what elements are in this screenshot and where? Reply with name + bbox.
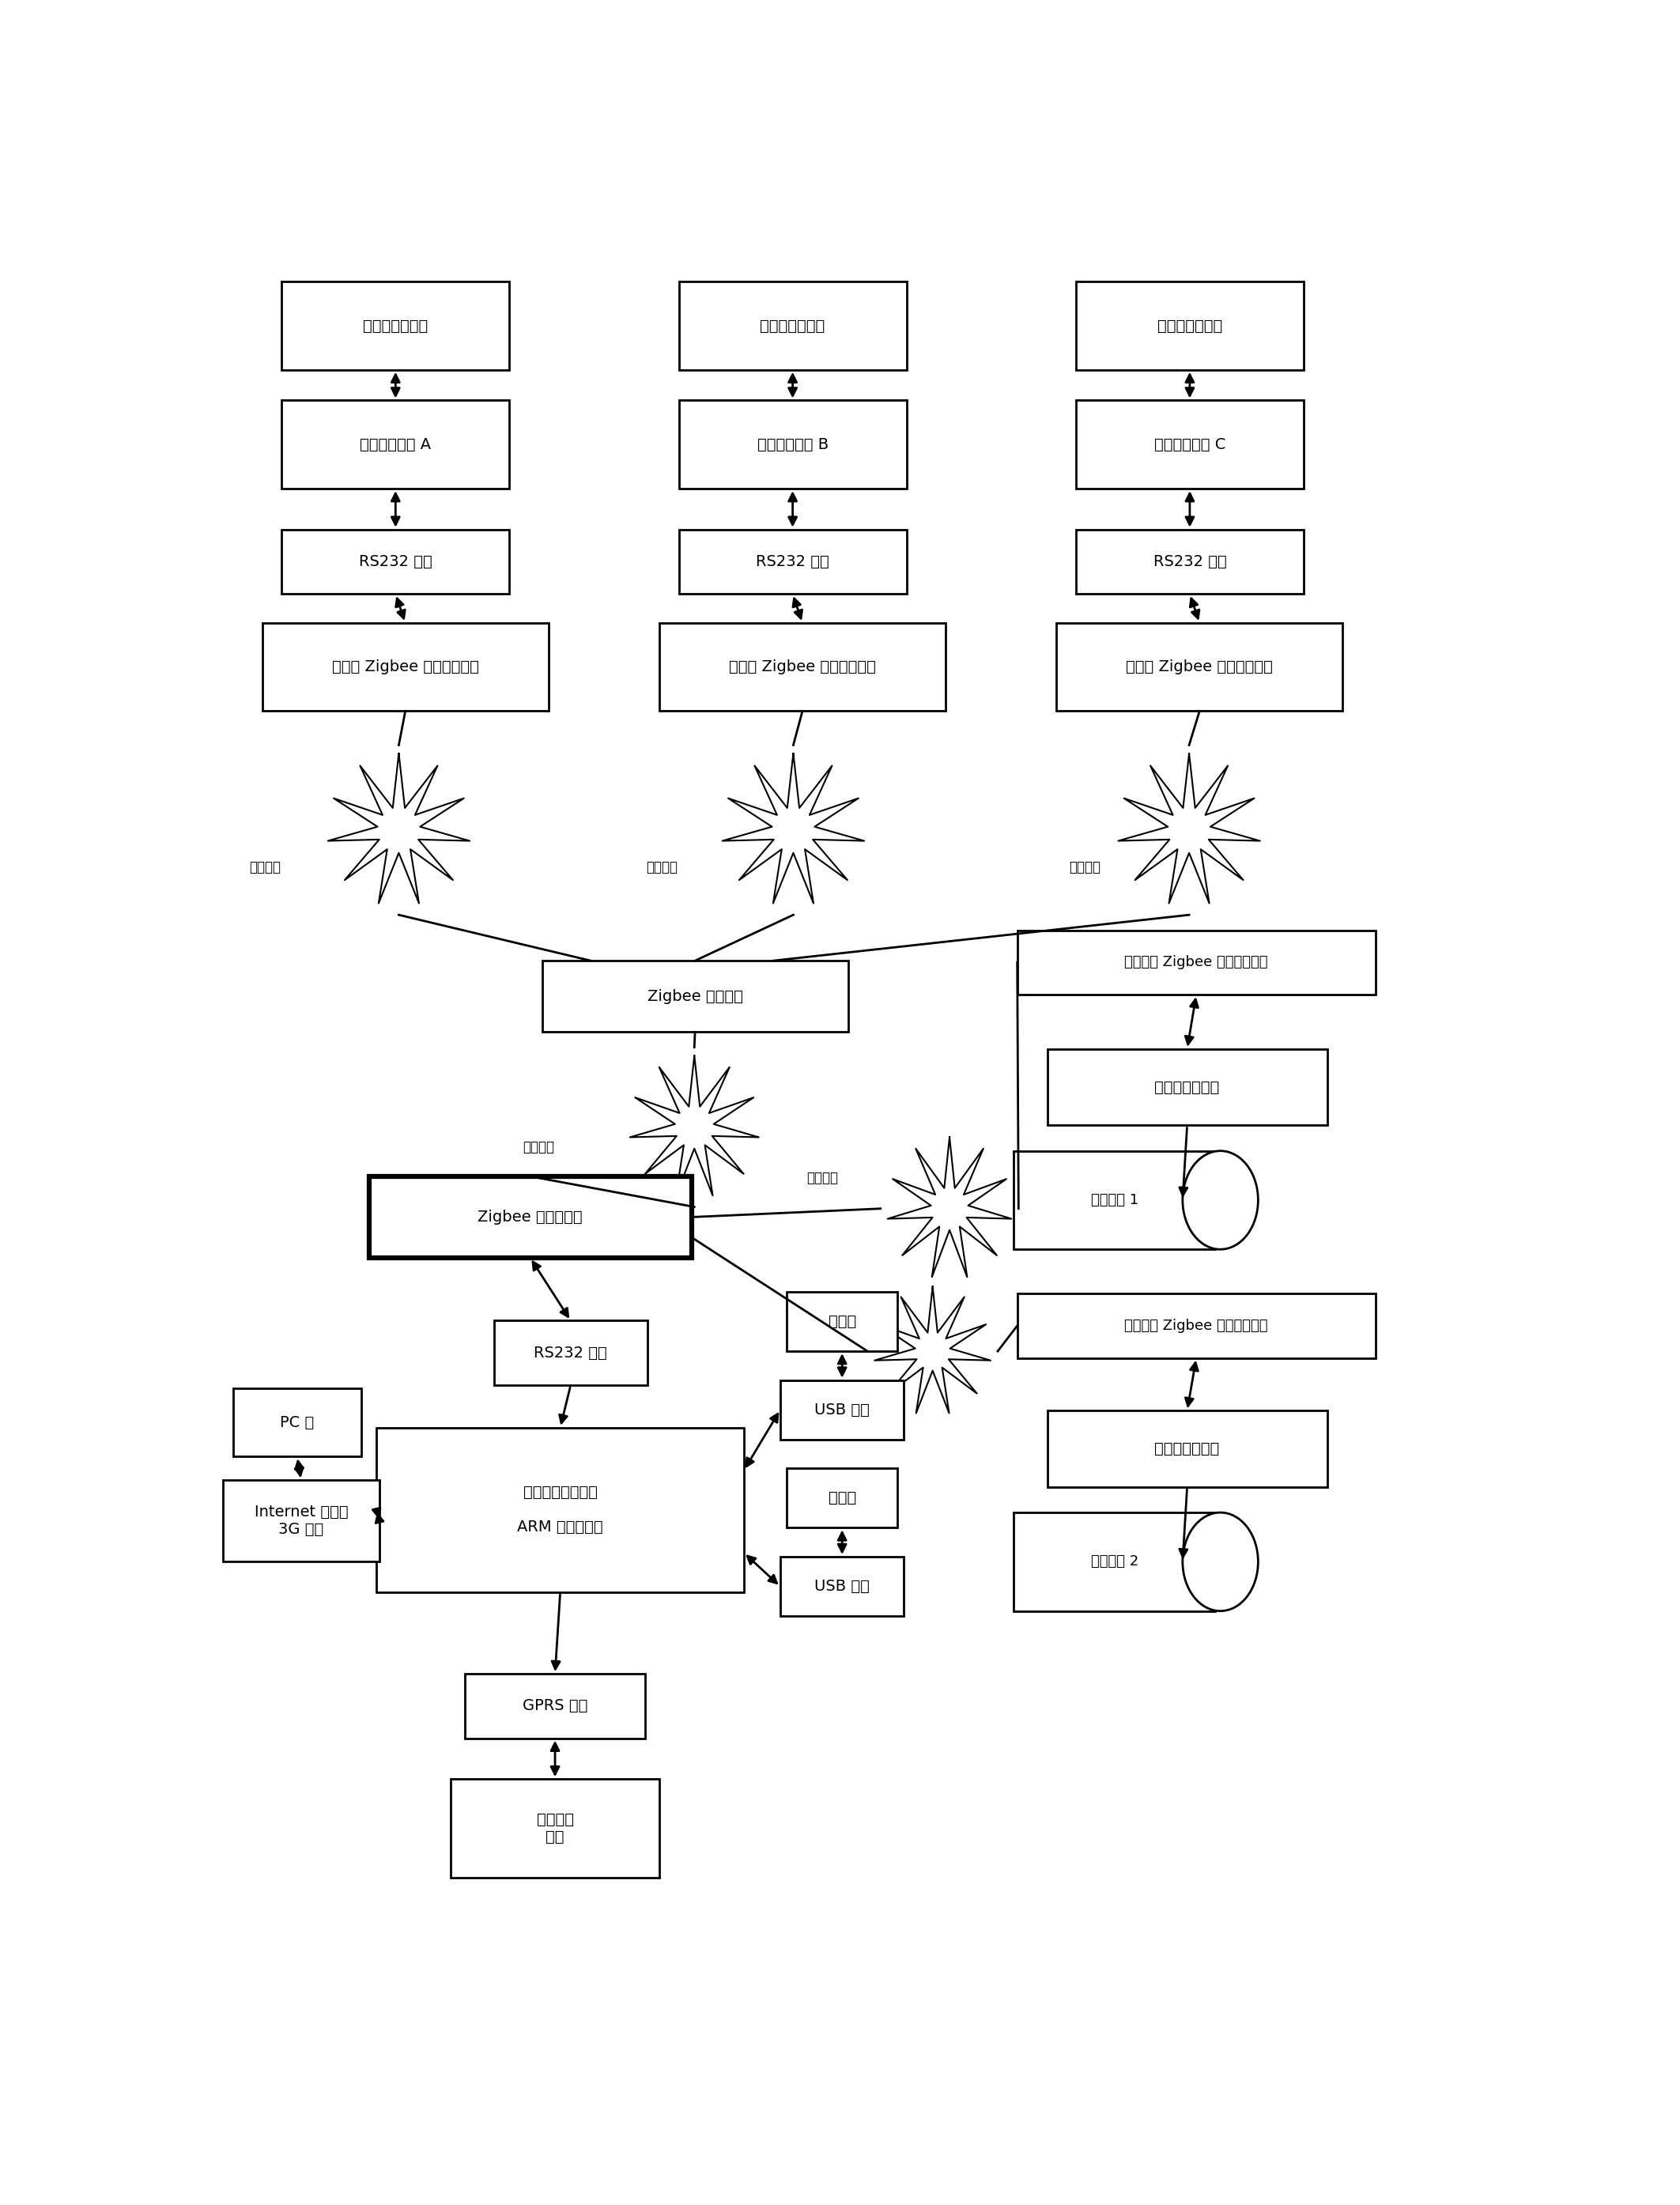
Bar	[282, 529, 509, 593]
Bar	[659, 622, 946, 712]
Bar	[234, 1389, 361, 1458]
Text: PC 机: PC 机	[281, 1416, 314, 1431]
Bar	[370, 1175, 692, 1257]
Text: 消火栓控制器 C: 消火栓控制器 C	[1154, 437, 1225, 452]
Bar	[786, 1292, 897, 1352]
Text: 消火栓控制器 A: 消火栓控制器 A	[360, 437, 432, 452]
Text: USB 接口: USB 接口	[815, 1579, 870, 1594]
Circle shape	[1183, 1513, 1258, 1612]
Text: 中央数据处理单元

ARM 嵌入式平台: 中央数据处理单元 ARM 嵌入式平台	[517, 1486, 603, 1535]
Text: 无线网络: 无线网络	[522, 1140, 554, 1155]
Bar	[1075, 401, 1304, 490]
Text: RS232 接口: RS232 接口	[1152, 553, 1226, 569]
Text: 消防水泵 2: 消防水泵 2	[1090, 1555, 1139, 1570]
Bar	[223, 1480, 380, 1561]
Bar	[780, 1380, 904, 1440]
Text: 摄像头: 摄像头	[828, 1491, 857, 1506]
Bar	[1018, 931, 1376, 994]
Text: 消防水泵控制器: 消防水泵控制器	[1154, 1442, 1220, 1455]
Text: 消火栓控制器 B: 消火栓控制器 B	[758, 437, 828, 452]
Text: 消火栓压力开关: 消火栓压力开关	[363, 318, 428, 333]
Bar	[1047, 1050, 1327, 1125]
Bar	[1018, 1294, 1376, 1358]
Text: RS232 接口: RS232 接口	[534, 1345, 606, 1360]
Bar	[1075, 529, 1304, 593]
Text: 消防水泵 Zigbee 通信终端节点: 消防水泵 Zigbee 通信终端节点	[1124, 955, 1268, 970]
Text: 摄像头: 摄像头	[828, 1314, 857, 1330]
Text: Internet 网络或
3G 网络: Internet 网络或 3G 网络	[254, 1504, 348, 1537]
Bar	[543, 961, 848, 1032]
Polygon shape	[722, 754, 864, 904]
Bar	[450, 1779, 659, 1879]
Text: RS232 接口: RS232 接口	[360, 553, 432, 569]
Circle shape	[1183, 1151, 1258, 1250]
Polygon shape	[1119, 754, 1260, 904]
Bar	[465, 1674, 645, 1738]
Bar	[679, 529, 907, 593]
Text: GPRS 模块: GPRS 模块	[522, 1698, 588, 1713]
Bar	[1075, 282, 1304, 370]
Text: 无线网络: 无线网络	[1070, 860, 1100, 875]
Text: 消防水泵控制器: 消防水泵控制器	[1154, 1080, 1220, 1094]
Bar	[376, 1427, 744, 1592]
Text: Zigbee 协调器节点: Zigbee 协调器节点	[477, 1211, 583, 1224]
Text: 消防水泵 1: 消防水泵 1	[1090, 1193, 1139, 1206]
Polygon shape	[887, 1138, 1011, 1277]
Text: 消火栓 Zigbee 通信终端节点: 消火栓 Zigbee 通信终端节点	[333, 659, 479, 675]
Bar	[282, 401, 509, 490]
Bar	[1013, 1513, 1215, 1612]
Text: Zigbee 路由节点: Zigbee 路由节点	[647, 988, 743, 1003]
Polygon shape	[328, 754, 470, 904]
Bar	[494, 1321, 647, 1385]
Text: 无线网络: 无线网络	[806, 1171, 838, 1184]
Text: 消防水泵 Zigbee 通信终端节点: 消防水泵 Zigbee 通信终端节点	[1124, 1319, 1268, 1332]
Text: 无线网络: 无线网络	[647, 860, 677, 875]
Bar	[780, 1557, 904, 1616]
Polygon shape	[875, 1288, 991, 1413]
Bar	[262, 622, 548, 712]
Bar	[1013, 1151, 1215, 1250]
Bar	[786, 1469, 897, 1528]
Bar	[679, 282, 907, 370]
Text: 消火栓压力开关: 消火栓压力开关	[1158, 318, 1223, 333]
Bar	[1057, 622, 1342, 712]
Text: RS232 接口: RS232 接口	[756, 553, 830, 569]
Text: 无线网络: 无线网络	[249, 860, 281, 875]
Polygon shape	[630, 1056, 759, 1195]
Text: 消火栓 Zigbee 通信终端节点: 消火栓 Zigbee 通信终端节点	[1126, 659, 1273, 675]
Bar	[282, 282, 509, 370]
Text: 消火栓压力开关: 消火栓压力开关	[759, 318, 825, 333]
Text: 消火栓 Zigbee 通信终端节点: 消火栓 Zigbee 通信终端节点	[729, 659, 875, 675]
Bar	[1047, 1411, 1327, 1486]
Bar	[679, 401, 907, 490]
Text: USB 接口: USB 接口	[815, 1402, 870, 1418]
Text: 手机移动
终端: 手机移动 终端	[536, 1813, 573, 1846]
